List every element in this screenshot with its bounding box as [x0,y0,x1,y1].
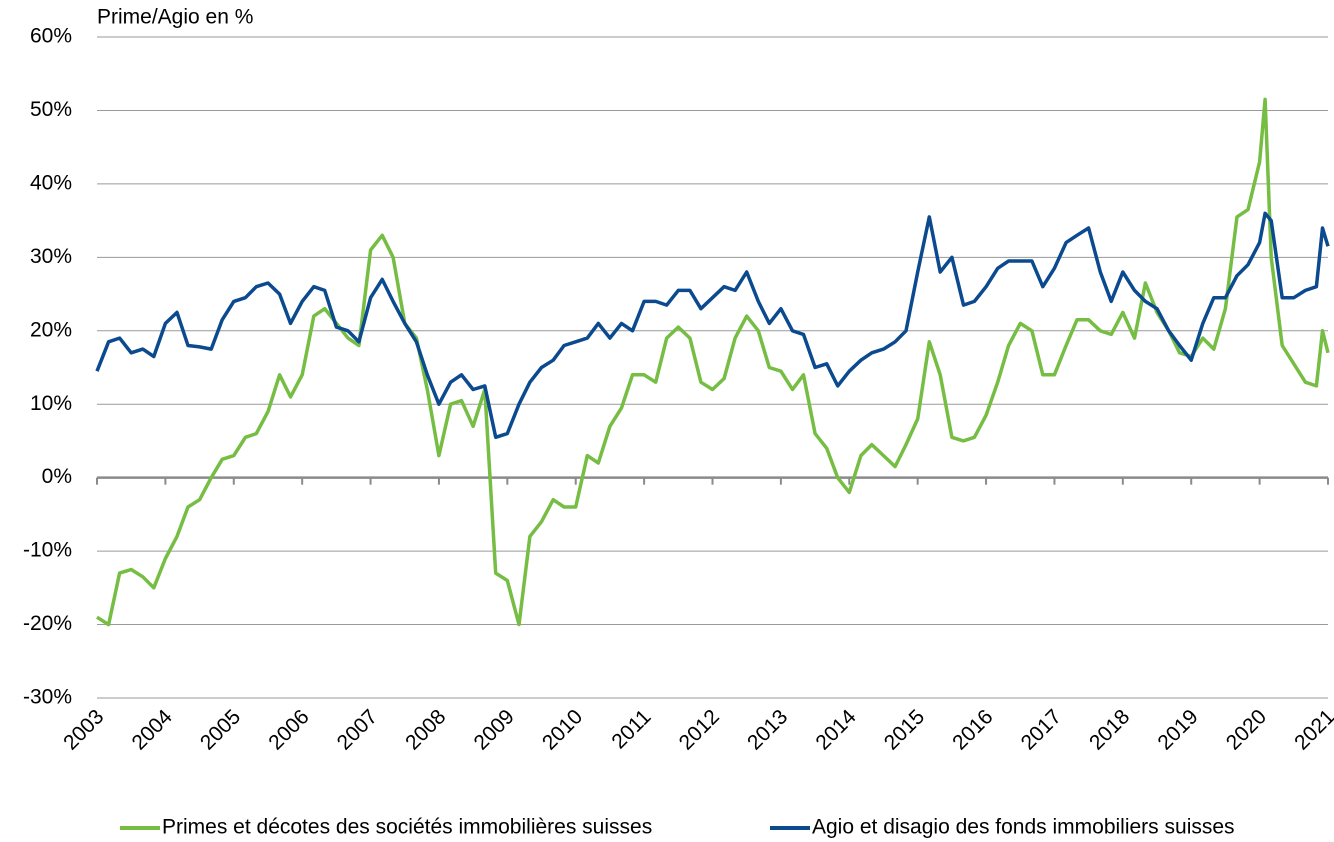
x-tick-label: 2015 [880,705,929,754]
y-tick-label: 50% [30,98,72,121]
y-tick-label: 60% [30,25,72,48]
line-series [95,211,1330,440]
line-series [96,97,1330,627]
y-tick-label: 40% [30,171,72,194]
x-tick-label: 2011 [607,705,655,753]
x-tick-label: 2016 [948,705,997,754]
y-axis-title: Prime/Agio en % [97,6,253,29]
y-tick-label: 30% [30,245,72,268]
x-tick-label: 2018 [1085,705,1134,754]
x-tick-label: 2006 [264,705,313,754]
legend-label: Primes et décotes des sociétés immobiliè… [162,816,652,839]
y-tick-label: 20% [30,318,72,341]
x-tick-label: 2021 [1290,705,1334,754]
x-tick-label: 2007 [333,705,382,754]
x-tick-label: 2008 [401,705,450,754]
x-tick-label: 2009 [469,705,518,754]
x-tick-label: 2013 [743,705,792,754]
legend-label: Agio et disagio des fonds immobiliers su… [812,816,1235,839]
y-tick-label: -10% [23,539,72,562]
y-tick-label: 10% [30,392,72,415]
y-tick-label: -20% [23,612,72,635]
x-tick-label: 2012 [675,705,724,754]
y-tick-label: 0% [42,465,72,488]
x-tick-label: 2019 [1153,705,1202,754]
x-tick-label: 2003 [59,705,108,754]
x-tick-label: 2020 [1222,705,1271,754]
x-tick-label: 2010 [538,705,587,754]
x-tick-label: 2014 [811,705,861,755]
y-tick-label: -30% [23,686,72,709]
x-tick-label: 2017 [1017,705,1066,754]
x-tick-label: 2005 [196,705,245,754]
x-tick-label: 2004 [128,705,178,755]
